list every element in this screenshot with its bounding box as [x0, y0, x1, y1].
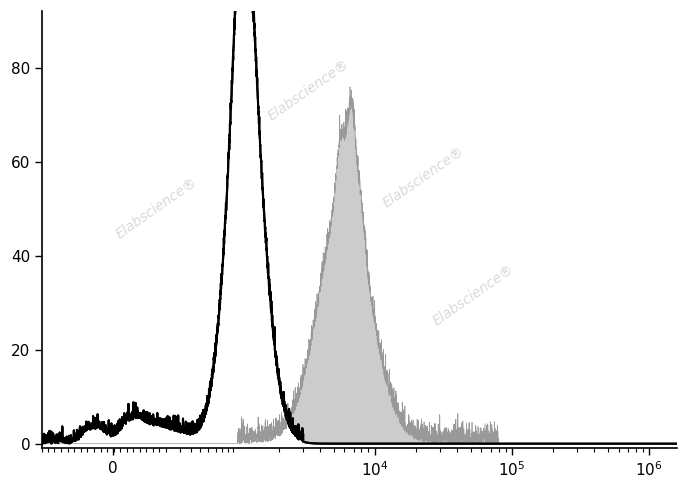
- Text: Elabscience®: Elabscience®: [266, 56, 352, 123]
- Text: Elabscience®: Elabscience®: [114, 174, 200, 241]
- Text: Elabscience®: Elabscience®: [380, 144, 466, 211]
- Text: Elabscience®: Elabscience®: [431, 262, 517, 329]
